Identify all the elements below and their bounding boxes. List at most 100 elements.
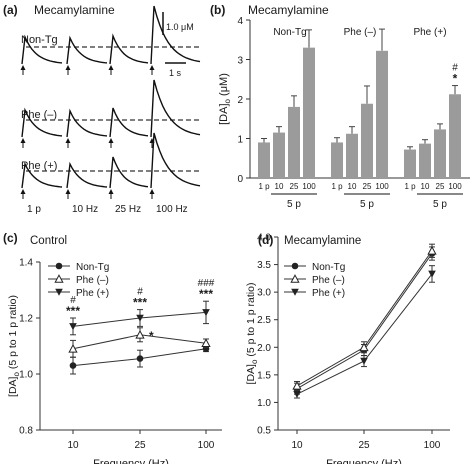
bar bbox=[376, 50, 388, 179]
y-axis-label-unit: (5 p to 1 p ratio) bbox=[7, 295, 19, 372]
marker-triangle-open bbox=[68, 343, 78, 353]
panel-d-letter: (d) bbox=[258, 233, 273, 247]
x-tick-label: 100 bbox=[448, 182, 462, 191]
y-tick-label: 0 bbox=[237, 174, 243, 185]
x-tick-label: 25 bbox=[134, 440, 146, 451]
significance-hash: # bbox=[137, 287, 143, 298]
significance-star: * bbox=[453, 72, 458, 86]
da-trace bbox=[66, 108, 108, 138]
marker-triangle-down bbox=[69, 323, 77, 331]
x-tick-label: 10 bbox=[421, 182, 430, 191]
stim-arrow-head bbox=[65, 65, 71, 70]
significance-hash: ### bbox=[198, 278, 215, 289]
trace-row-label: Phe (+) bbox=[21, 160, 57, 172]
y-tick-label: 4.0 bbox=[257, 233, 271, 244]
significance-stars: *** bbox=[66, 304, 80, 318]
marker-triangle-down bbox=[55, 288, 63, 296]
panel-c-letter: (c) bbox=[3, 231, 18, 245]
da-trace bbox=[109, 156, 149, 189]
x-tick-label: 10 bbox=[275, 182, 284, 191]
bar bbox=[273, 132, 285, 178]
y-tick-label: 2.5 bbox=[257, 315, 271, 326]
x-tick-label: 25 bbox=[363, 182, 372, 191]
panel-a-title: Mecamylamine bbox=[34, 3, 115, 17]
bar-group-name: Non-Tg bbox=[273, 27, 306, 38]
y-tick-label: 3.5 bbox=[257, 260, 271, 271]
line-chart-control: 0.8 1.0 1.2 1.4 10 25 100 Frequency (Hz) [DA]o (… bbox=[7, 235, 222, 464]
stim-label: 25 Hz bbox=[115, 204, 141, 215]
y-tick-label: 1.2 bbox=[19, 314, 33, 325]
bar bbox=[449, 94, 461, 178]
y-tick-label: 1.4 bbox=[19, 258, 33, 269]
bar bbox=[303, 47, 315, 179]
bar bbox=[346, 133, 358, 178]
da-trace bbox=[150, 79, 201, 138]
line-chart-mecamylamine: 0.5 1.0 1.5 2.0 2.5 3.0 3.5 4.0 10 25 100 Frequency… bbox=[245, 233, 450, 464]
x-tick-label: 25 bbox=[436, 182, 445, 191]
scale-bar-y-label: 1.0 μM bbox=[166, 22, 194, 32]
legend-label: Non-Tg bbox=[312, 262, 345, 273]
y-axis-label-main: [DA] bbox=[7, 376, 19, 397]
legend-label: Phe (–) bbox=[76, 275, 109, 286]
y-axis-label-sub: o bbox=[250, 359, 259, 364]
legend-label: Phe (+) bbox=[76, 288, 109, 299]
group-sublabel: 5 p bbox=[433, 199, 447, 210]
y-tick-label: 1.0 bbox=[19, 370, 33, 381]
legend-label: Phe (+) bbox=[312, 288, 345, 299]
marker-triangle-open bbox=[135, 329, 145, 339]
x-tick-label: 100 bbox=[302, 182, 316, 191]
stim-label: 100 Hz bbox=[156, 204, 188, 215]
chart-title: Mecamylamine bbox=[284, 235, 361, 247]
x-tick-label: 10 bbox=[348, 182, 357, 191]
y-axis-label-unit: (5 p to 1 p ratio) bbox=[245, 283, 257, 360]
significance-star: * bbox=[149, 329, 154, 343]
x-tick-label: 1 p bbox=[404, 182, 416, 191]
marker-triangle-open bbox=[201, 338, 211, 347]
x-tick-label: 10 bbox=[291, 440, 303, 451]
y-axis-label: [DA]o (μM) bbox=[218, 73, 232, 125]
group-sublabel: 5 p bbox=[287, 199, 301, 210]
stim-arrow-head bbox=[108, 138, 114, 143]
x-tick-label: 100 bbox=[198, 440, 215, 451]
y-tick-label: 1.0 bbox=[257, 398, 271, 409]
stim-arrow-head bbox=[20, 65, 26, 70]
marker-circle bbox=[69, 362, 77, 369]
marker-circle bbox=[136, 355, 144, 362]
legend-label: Non-Tg bbox=[76, 262, 109, 273]
stim-arrow-head bbox=[108, 189, 114, 194]
marker-circle bbox=[55, 262, 63, 270]
da-trace bbox=[21, 107, 63, 138]
marker-triangle-open bbox=[54, 274, 64, 283]
panel-a-letter: (a) bbox=[3, 3, 18, 17]
bar-group-name: Phe (–) bbox=[344, 27, 377, 38]
y-tick-label: 1 bbox=[237, 135, 243, 146]
trace-row-label: Non-Tg bbox=[21, 34, 58, 46]
y-axis-label-main: [DA] bbox=[218, 103, 230, 124]
series-line bbox=[296, 253, 433, 390]
marker-triangle-down bbox=[202, 309, 210, 317]
marker-triangle-down bbox=[360, 357, 368, 365]
x-axis-label: Frequency (Hz) bbox=[326, 458, 402, 464]
da-trace bbox=[150, 5, 201, 65]
y-axis-label-sub: o bbox=[12, 372, 21, 377]
bar bbox=[288, 106, 300, 178]
x-axis-label: Frequency (Hz) bbox=[93, 458, 169, 464]
chart-title: Control bbox=[30, 235, 67, 247]
significance-stars: *** bbox=[133, 296, 147, 310]
y-axis-label: [DA]o (5 p to 1 p ratio) bbox=[7, 295, 21, 397]
x-tick-label: 25 bbox=[358, 440, 370, 451]
significance-hash: # bbox=[452, 63, 458, 74]
da-trace bbox=[150, 132, 201, 189]
trace-row-label: Phe (–) bbox=[21, 109, 57, 121]
marker-triangle-open bbox=[290, 274, 300, 283]
da-trace bbox=[66, 161, 108, 189]
da-trace bbox=[21, 34, 63, 65]
y-axis-label-sub: o bbox=[223, 98, 232, 103]
stim-arrow-head bbox=[108, 65, 114, 70]
marker-triangle-open bbox=[292, 381, 302, 390]
stim-label: 10 Hz bbox=[72, 204, 98, 215]
marker-triangle-down bbox=[136, 314, 144, 322]
x-tick-label: 100 bbox=[375, 182, 389, 191]
